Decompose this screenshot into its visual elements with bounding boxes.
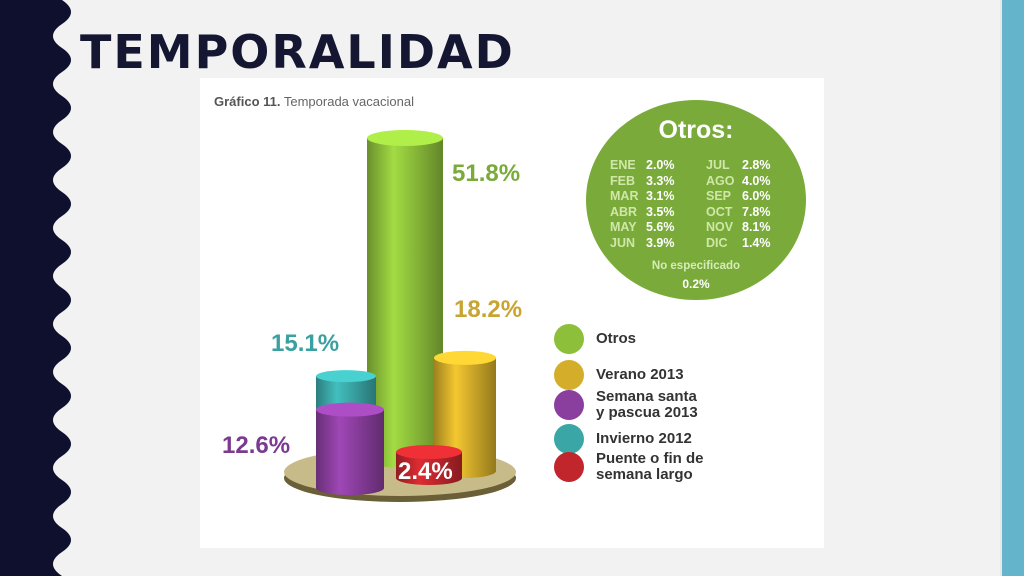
legend-swatch-otros	[554, 324, 584, 354]
month-name: JUL	[706, 158, 730, 172]
otros-month-may: MAY 5.6%	[610, 220, 675, 234]
otros-month-sep: SEP 6.0%	[706, 189, 771, 203]
value-label-invierno-2012: 15.1%	[271, 330, 340, 357]
otros-month-abr: ABR 3.5%	[610, 205, 675, 219]
otros-month-ene: ENE 2.0%	[610, 158, 675, 172]
month-value: 6.0%	[742, 189, 771, 203]
legend-label-puente-fin-semana-largo: Puente o fin de semana largo	[596, 450, 704, 483]
cylinder-puente-fin-semana-largo	[396, 445, 462, 485]
month-value: 2.0%	[646, 158, 675, 172]
cylinder-otros	[367, 130, 443, 468]
month-value: 5.6%	[646, 220, 675, 234]
month-value: 7.8%	[742, 204, 771, 219]
cylinder-top-puente-fin-semana-largo	[396, 445, 462, 459]
value-label-otros: 51.8%	[452, 160, 521, 187]
legend-item-otros: Otros	[554, 324, 774, 358]
month-value: 3.9%	[646, 235, 675, 250]
not-specified-label: No especificado	[651, 260, 741, 272]
month-value: 3.3%	[646, 173, 675, 188]
otros-month-mar: MAR 3.1%	[610, 189, 675, 203]
legend-label-verano-2013: Verano 2013	[596, 366, 684, 383]
otros-month-ago: AGO 4.0%	[706, 174, 771, 188]
legend-swatch-invierno-2012	[554, 424, 584, 454]
legend-item-semana-santa-pascua-2013: Semana santa y pascua 2013	[554, 388, 774, 424]
month-name: FEB	[610, 173, 635, 188]
otros-month-feb: FEB 3.3%	[610, 174, 675, 188]
cylinder-body-semana-santa-pascua-2013	[316, 409, 384, 495]
value-label-semana-santa-pascua-2013: 12.6%	[222, 432, 291, 459]
legend-label-otros: Otros	[596, 330, 637, 347]
otros-month-jul: JUL 2.8%	[706, 158, 771, 172]
otros-month-dic: DIC 1.4%	[706, 236, 771, 250]
chart-3d-cylinders	[284, 130, 516, 502]
month-name: MAY	[610, 220, 637, 234]
legend-item-invierno-2012: Invierno 2012	[554, 424, 774, 458]
month-name: OCT	[706, 204, 733, 219]
chart-card: Gráfico 11. Temporada vacacional 51.8% 18…	[200, 78, 824, 548]
cylinder-top-verano-2013	[434, 350, 496, 365]
month-name: ABR	[610, 204, 638, 219]
month-name: MAR	[610, 189, 639, 203]
chart-title: Gráfico 11.	[214, 94, 281, 109]
right-accent-edge	[1000, 0, 1002, 576]
legend-item-puente-fin-semana-largo: Puente o fin de semana largo	[554, 450, 774, 486]
legend-label-invierno-2012: Invierno 2012	[596, 430, 692, 447]
cylinder-top-otros	[367, 130, 443, 146]
legend-label-semana-santa-pascua-2013: Semana santa y pascua 2013	[596, 388, 698, 421]
cylinder-top-invierno-2012	[316, 370, 376, 383]
chart-subtitle-text: Temporada vacacional	[283, 94, 414, 109]
month-name: JUN	[610, 235, 636, 250]
chart-subtitle: Gráfico 11. Temporada vacacional	[214, 94, 414, 109]
otros-breakdown-circle: Otros: ENE 2.0% FEB 3.3% MAR 3.1% ABR 3.5% MAY 5.…	[586, 100, 806, 300]
cylinder-body-otros	[367, 138, 443, 468]
legend-swatch-puente-fin-semana-largo	[554, 452, 584, 482]
legend-item-verano-2013: Verano 2013	[554, 360, 774, 394]
month-name: NOV	[706, 220, 734, 234]
month-name: SEP	[706, 189, 732, 203]
month-value: 2.8%	[742, 158, 771, 172]
otros-breakdown-title: Otros:	[658, 116, 734, 144]
value-label-verano-2013: 18.2%	[454, 296, 523, 323]
month-value: 3.5%	[646, 204, 675, 219]
value-label-puente-fin-semana-largo: 2.4%	[398, 458, 453, 485]
month-name: DIC	[706, 235, 728, 250]
legend-swatch-semana-santa-pascua-2013	[554, 390, 584, 420]
cylinder-body-puente-fin-semana-largo	[396, 452, 462, 485]
month-name: ENE	[610, 158, 636, 172]
left-wavy-band	[0, 0, 71, 576]
month-name: AGO	[706, 173, 735, 188]
page-title: TEMPORALIDAD	[80, 25, 515, 79]
not-specified-value: 0.2%	[682, 277, 710, 291]
month-value: 8.1%	[742, 220, 771, 234]
otros-month-oct: OCT 7.8%	[706, 205, 771, 219]
cylinder-semana-santa-pascua-2013	[316, 402, 384, 495]
otros-month-jun: JUN 3.9%	[610, 236, 675, 250]
legend-swatch-verano-2013	[554, 360, 584, 390]
month-value: 4.0%	[742, 173, 771, 188]
month-value: 3.1%	[646, 189, 675, 203]
cylinder-top-semana-santa-pascua-2013	[316, 402, 384, 417]
right-accent-bar	[1002, 0, 1024, 576]
month-value: 1.4%	[742, 235, 771, 250]
otros-month-nov: NOV 8.1%	[706, 220, 771, 234]
